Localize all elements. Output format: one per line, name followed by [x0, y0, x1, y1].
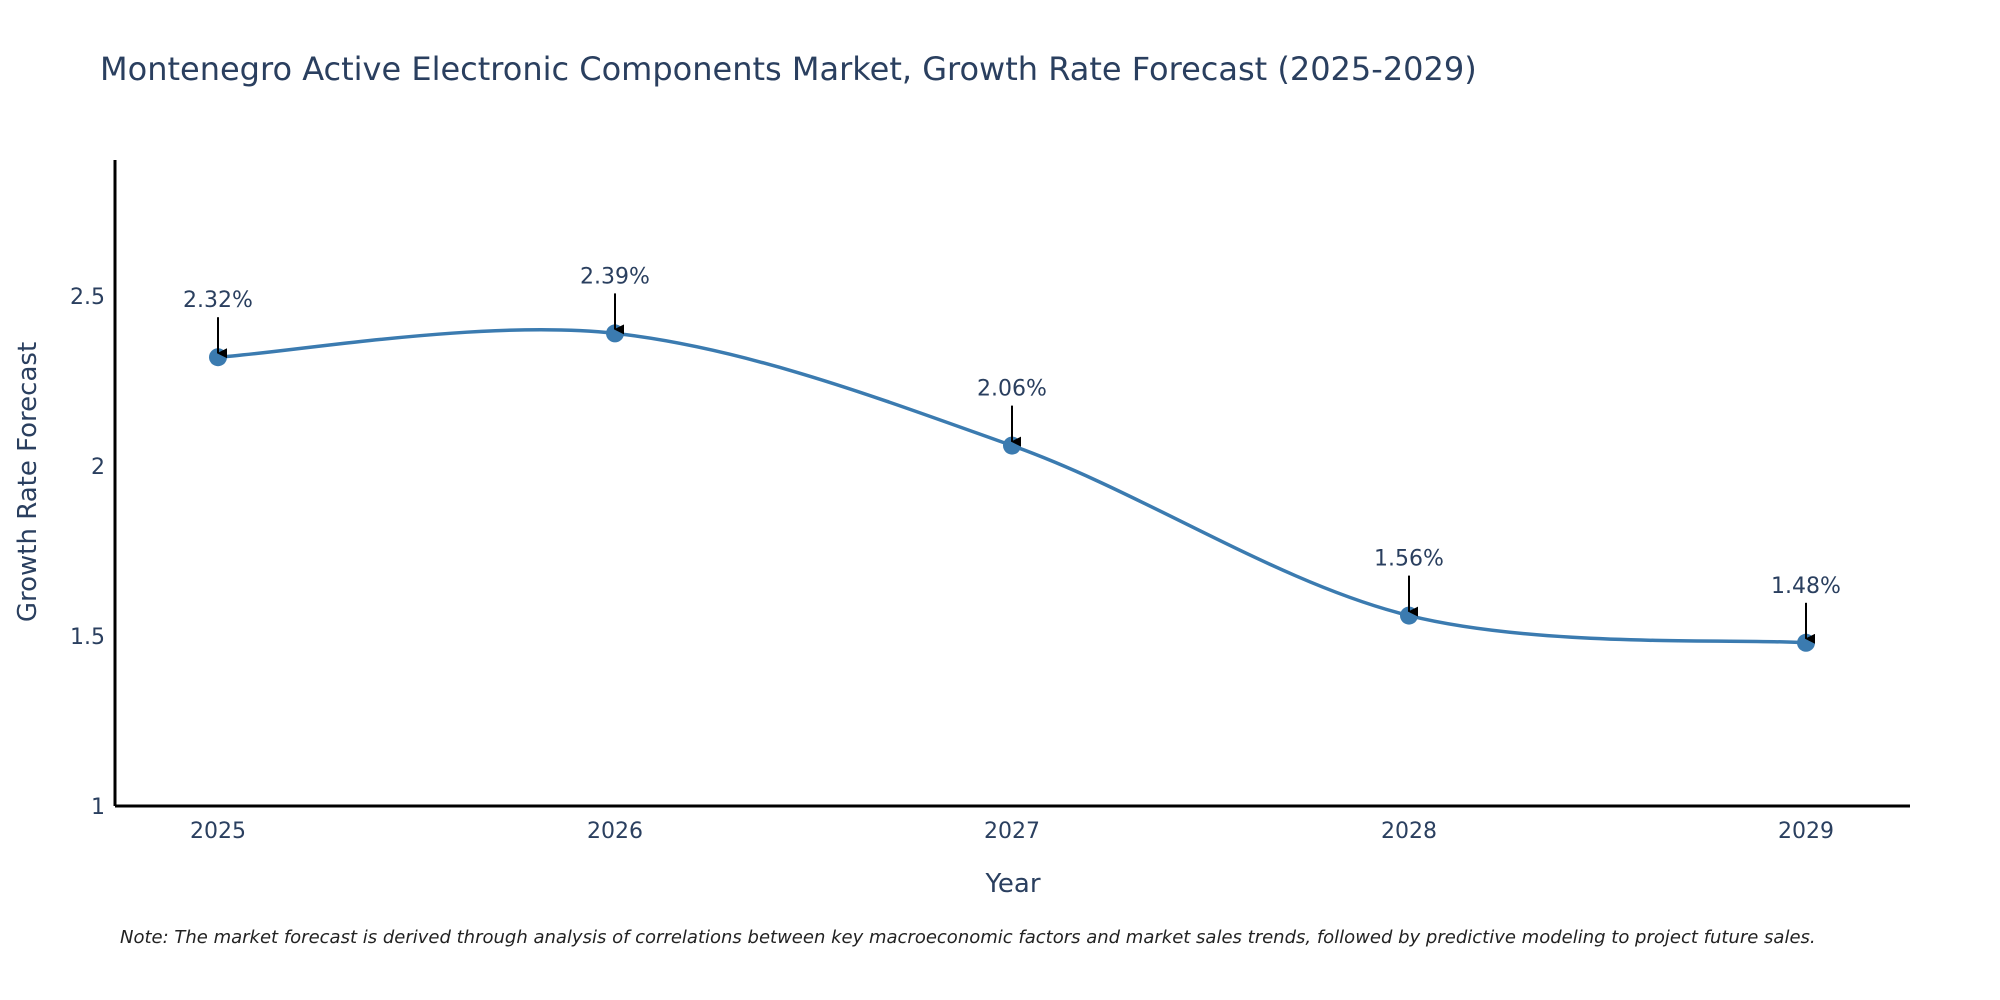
y-axis-title: Growth Rate Forecast — [13, 342, 43, 622]
y-tick-label: 1.5 — [70, 625, 105, 650]
data-label: 1.56% — [1374, 547, 1444, 572]
x-tick-label: 2028 — [1381, 819, 1437, 844]
chart-title: Montenegro Active Electronic Components … — [100, 50, 1477, 88]
data-label: 2.06% — [977, 377, 1047, 402]
x-tick-labels: 2025 2026 2027 2028 2029 — [190, 819, 1834, 844]
data-label: 1.48% — [1771, 574, 1841, 599]
series-growth-rate — [209, 324, 1815, 652]
y-tick-label: 2.5 — [70, 285, 105, 310]
x-tick-label: 2029 — [1778, 819, 1834, 844]
data-annotations: 2.32% 2.39% 2.06% 1.56% 1.48% — [183, 264, 1841, 644]
data-label: 2.39% — [580, 264, 650, 289]
x-tick-label: 2026 — [587, 819, 643, 844]
data-label: 2.32% — [183, 288, 253, 313]
x-axis-title: Year — [984, 869, 1040, 899]
axes — [113, 160, 1910, 808]
x-tick-label: 2027 — [984, 819, 1040, 844]
x-tick-label: 2025 — [190, 819, 246, 844]
y-tick-label: 2 — [91, 455, 105, 480]
y-tick-label: 1 — [91, 795, 105, 820]
chart-note: Note: The market forecast is derived thr… — [120, 927, 1816, 948]
y-tick-labels: 1 1.5 2 2.5 — [70, 285, 105, 820]
